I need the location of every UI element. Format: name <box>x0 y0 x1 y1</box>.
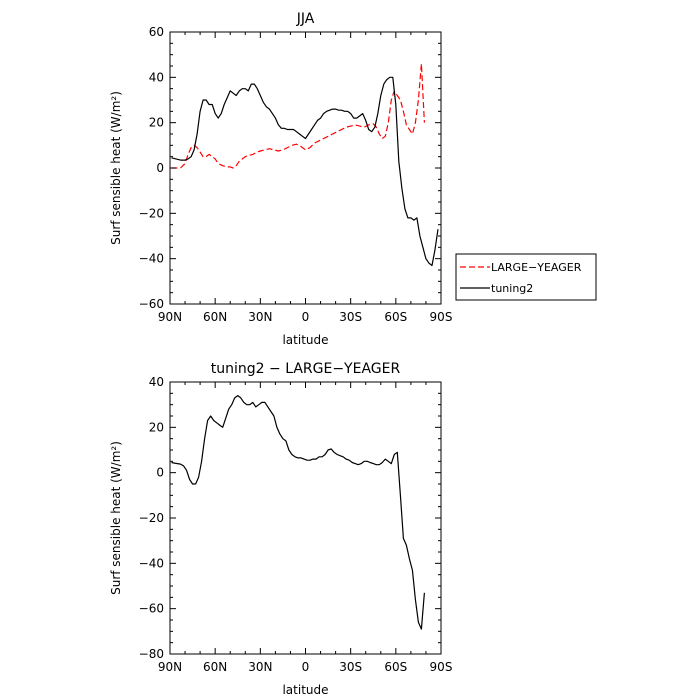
legend-box <box>455 253 597 301</box>
bottom-x-tick-label: 90S <box>430 660 453 674</box>
top-x-tick-label: 30S <box>339 310 362 324</box>
bottom-y-tick-label: −40 <box>139 556 164 570</box>
bottom-x-axis-label: latitude <box>282 683 328 697</box>
top-chart-title: JJA <box>296 11 315 27</box>
bottom-panel: tuning2 − LARGE−YEAGER 90N 60N 30N 0 30S 60S 90… <box>109 361 452 697</box>
bottom-x-tick-label: 60S <box>384 660 407 674</box>
bottom-series-difference-line <box>171 395 425 630</box>
top-x-tick-label: 0 <box>302 310 310 324</box>
top-y-tick-label: 40 <box>149 70 164 84</box>
top-x-tick-label: 60N <box>203 310 227 324</box>
top-y-tick-label: −60 <box>139 297 164 311</box>
legend: LARGE−YEAGER tuning2 <box>455 253 597 301</box>
top-y-tick-label: −20 <box>139 206 164 220</box>
top-panel: JJA 90N 60N 30N 0 30S 60S 90S −60 −40 −20 0 20 40 60 la… <box>109 11 597 347</box>
top-y-axis-label: Surf sensible heat (W/m²) <box>109 91 123 245</box>
top-x-tick-label: 90S <box>430 310 453 324</box>
legend-label-tuning2: tuning2 <box>491 282 533 295</box>
bottom-x-tick-label: 0 <box>302 660 310 674</box>
top-y-tick-label: 20 <box>149 116 164 130</box>
bottom-x-tick-label: 30S <box>339 660 362 674</box>
bottom-x-tick-label: 60N <box>203 660 227 674</box>
legend-label-large-yeager: LARGE−YEAGER <box>491 261 582 274</box>
bottom-y-tick-label: −60 <box>139 602 164 616</box>
top-x-tick-label: 90N <box>158 310 182 324</box>
bottom-y-tick-label: 0 <box>156 466 164 480</box>
bottom-y-tick-label: −20 <box>139 511 164 525</box>
bottom-chart-title: tuning2 − LARGE−YEAGER <box>211 361 401 377</box>
top-y-tick-label: 0 <box>156 161 164 175</box>
top-plot-frame <box>169 31 442 305</box>
top-y-tick-label: 60 <box>149 25 164 39</box>
bottom-x-tick-label: 90N <box>158 660 182 674</box>
top-x-tick-label: 60S <box>384 310 407 324</box>
top-series-large-yeager-line <box>171 63 425 169</box>
bottom-plot-frame <box>169 381 442 655</box>
bottom-y-axis-label: Surf sensible heat (W/m²) <box>109 441 123 595</box>
bottom-y-tick-label: −80 <box>139 647 164 661</box>
top-series-tuning2-line <box>171 76 439 267</box>
bottom-y-tick-label: 20 <box>149 420 164 434</box>
bottom-x-tick-label: 30N <box>248 660 272 674</box>
bottom-y-tick-label: 40 <box>149 375 164 389</box>
top-x-tick-label: 30N <box>248 310 272 324</box>
top-y-tick-label: −40 <box>139 252 164 266</box>
top-x-axis-label: latitude <box>282 333 328 347</box>
